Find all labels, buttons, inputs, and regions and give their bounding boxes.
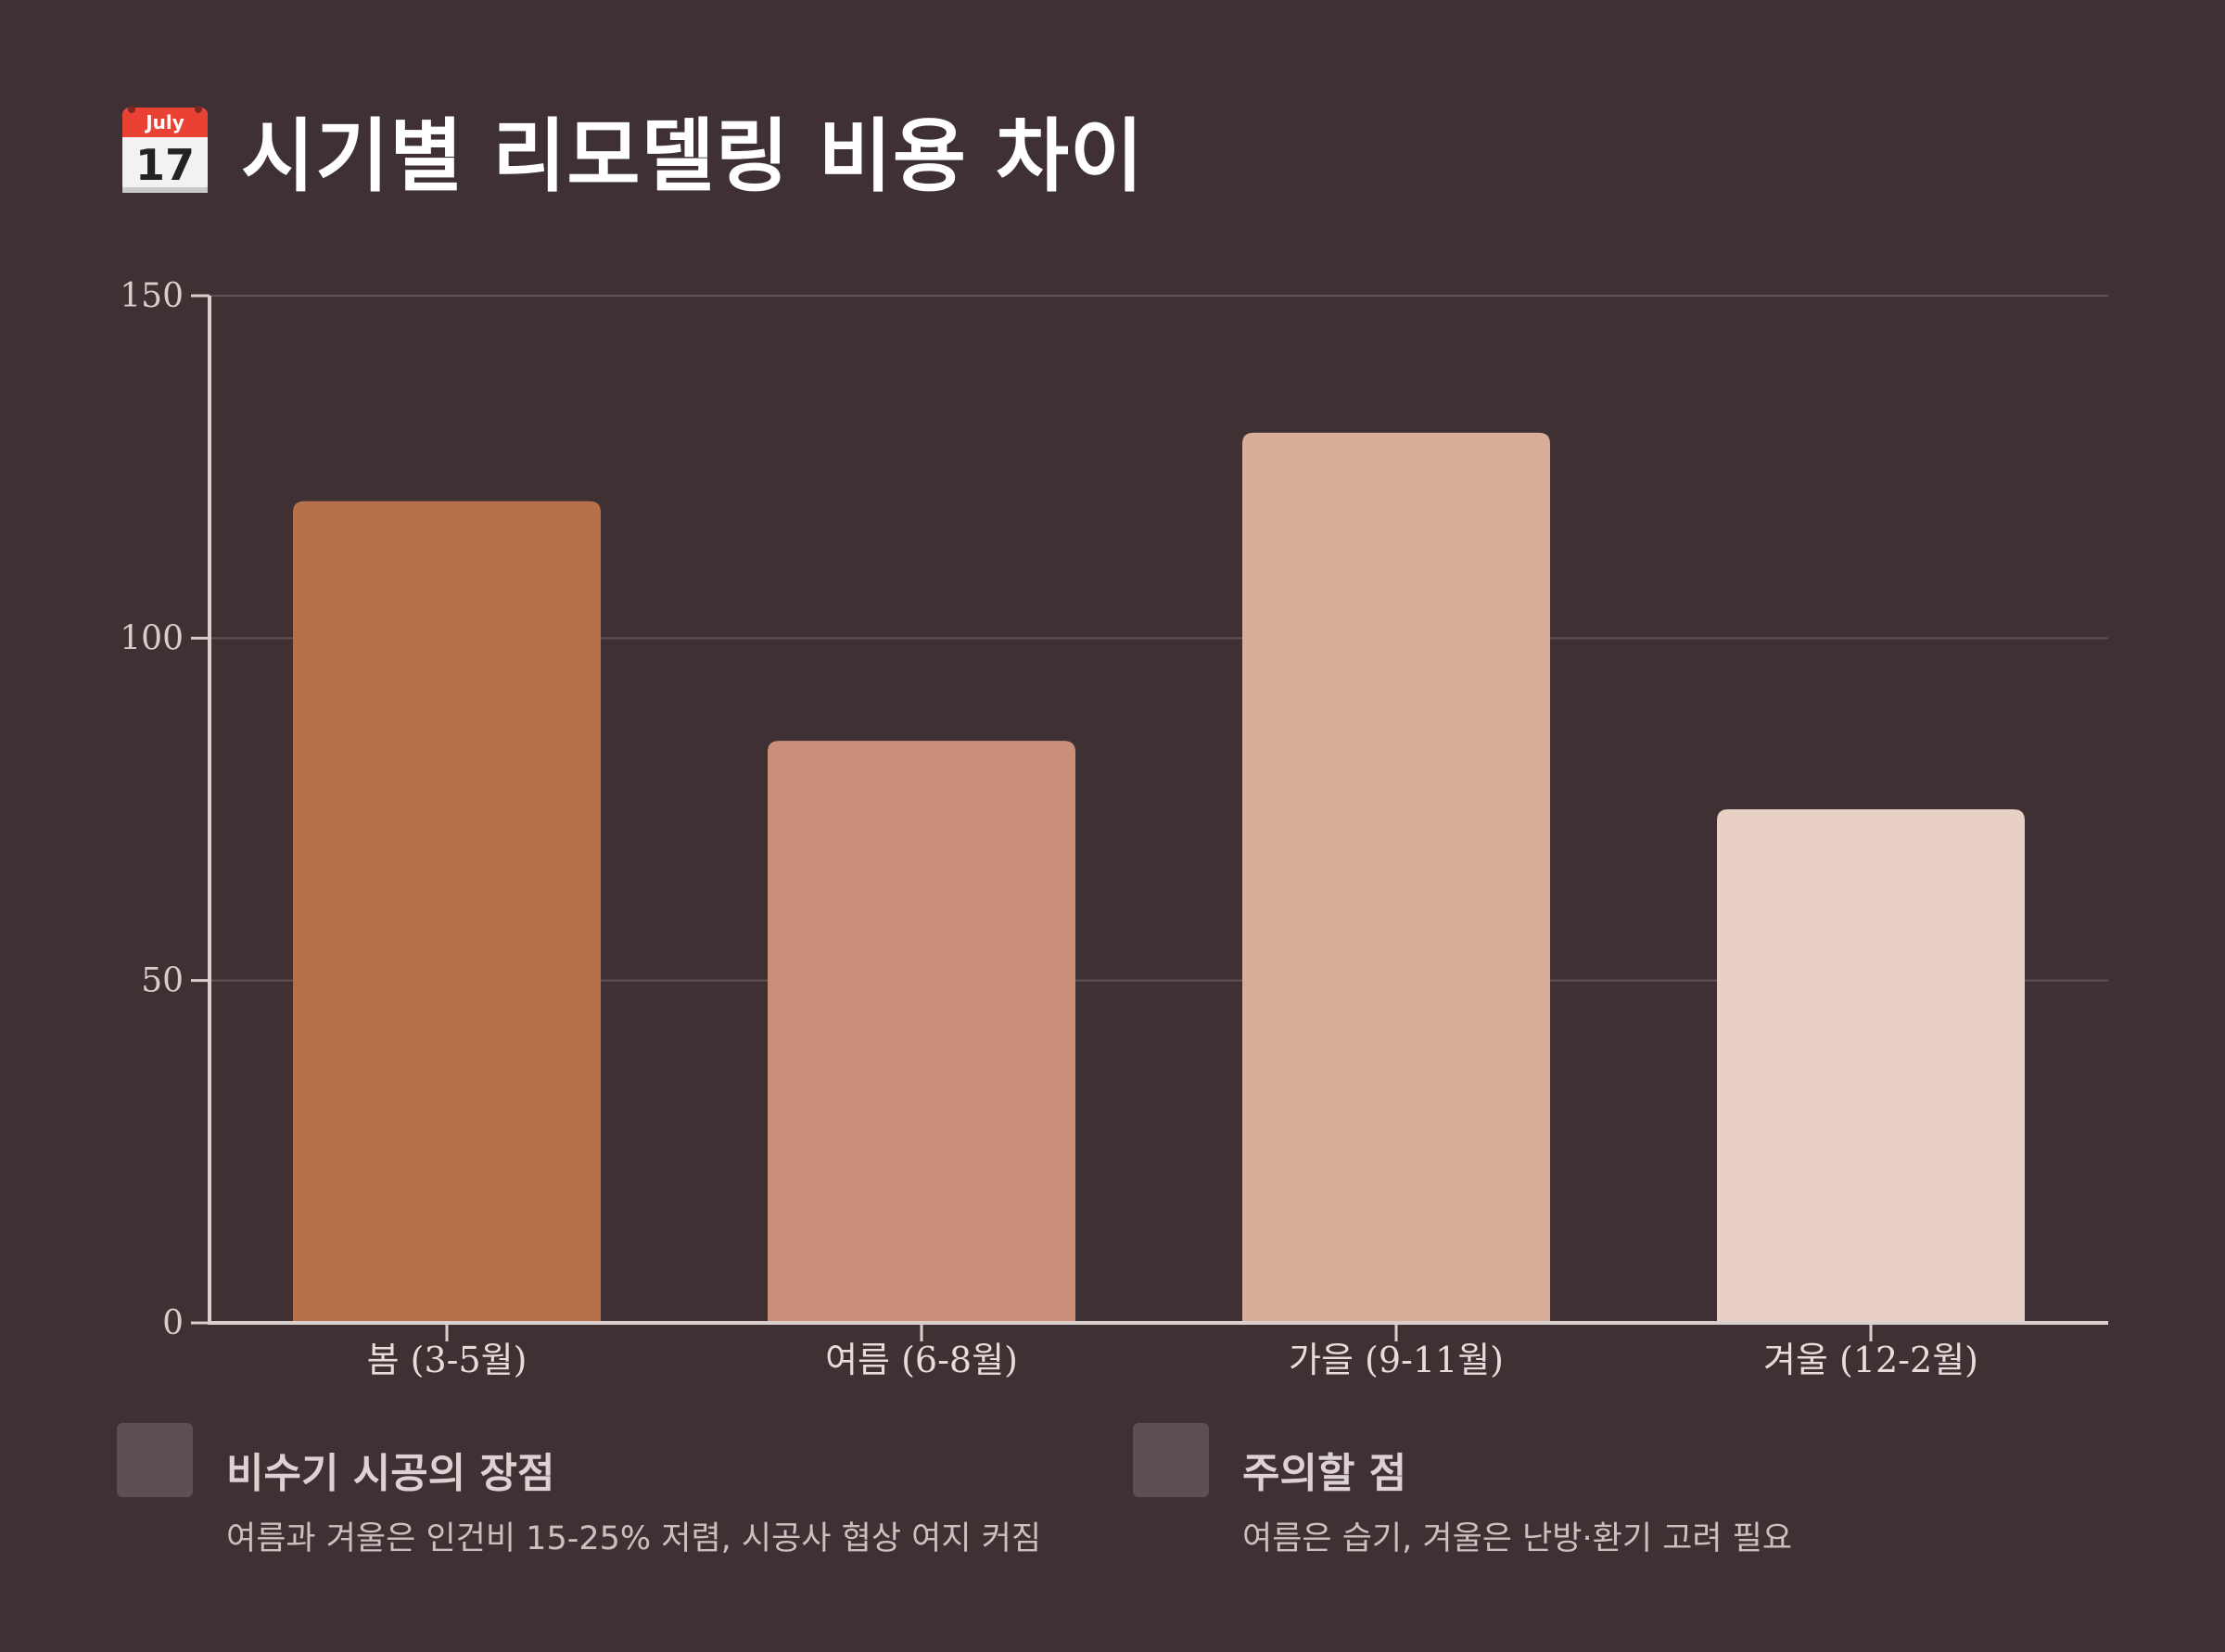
y-tick-label: 100 [120,619,184,657]
page-title: 시기별 리모델링 비용 차이 [241,109,1145,203]
x-tick-label: 가을 (9-11월) [1289,1340,1504,1380]
title-row: July 17 시기별 리모델링 비용 차이 [121,93,1144,204]
bar-chart: 0 50 100 150 봄 (3-5월) 여름 (6-8월) 가을 (9-11월) 겨울 (… [120,277,2108,1380]
y-tick-label: 150 [120,277,184,315]
x-tick-label: 봄 (3-5월) [367,1340,528,1380]
bar [1242,432,1550,1323]
note-heading: 주의할 점 [1242,1450,1407,1497]
note-text: 여름과 겨울은 인건비 15-25% 저렴, 시공사 협상 여지 커짐 [226,1520,1042,1557]
note-swatch [1133,1423,1209,1497]
calendar-icon: July 17 [122,106,208,193]
y-tick-label: 0 [162,1304,184,1342]
note-text: 여름은 습기, 겨울은 난방·환기 고려 필요 [1242,1520,1793,1557]
y-tick-label: 50 [141,962,184,1000]
bar [768,741,1075,1323]
calendar-day: 17 [135,140,195,190]
note-swatch [117,1423,193,1497]
x-tick-label: 겨울 (12-2월) [1763,1340,1978,1380]
calendar-month: July [144,111,184,133]
bar [293,501,601,1323]
bar [1717,809,2025,1323]
note-heading: 비수기 시공의 장점 [226,1450,555,1497]
x-tick-label: 여름 (6-8월) [825,1340,1018,1380]
